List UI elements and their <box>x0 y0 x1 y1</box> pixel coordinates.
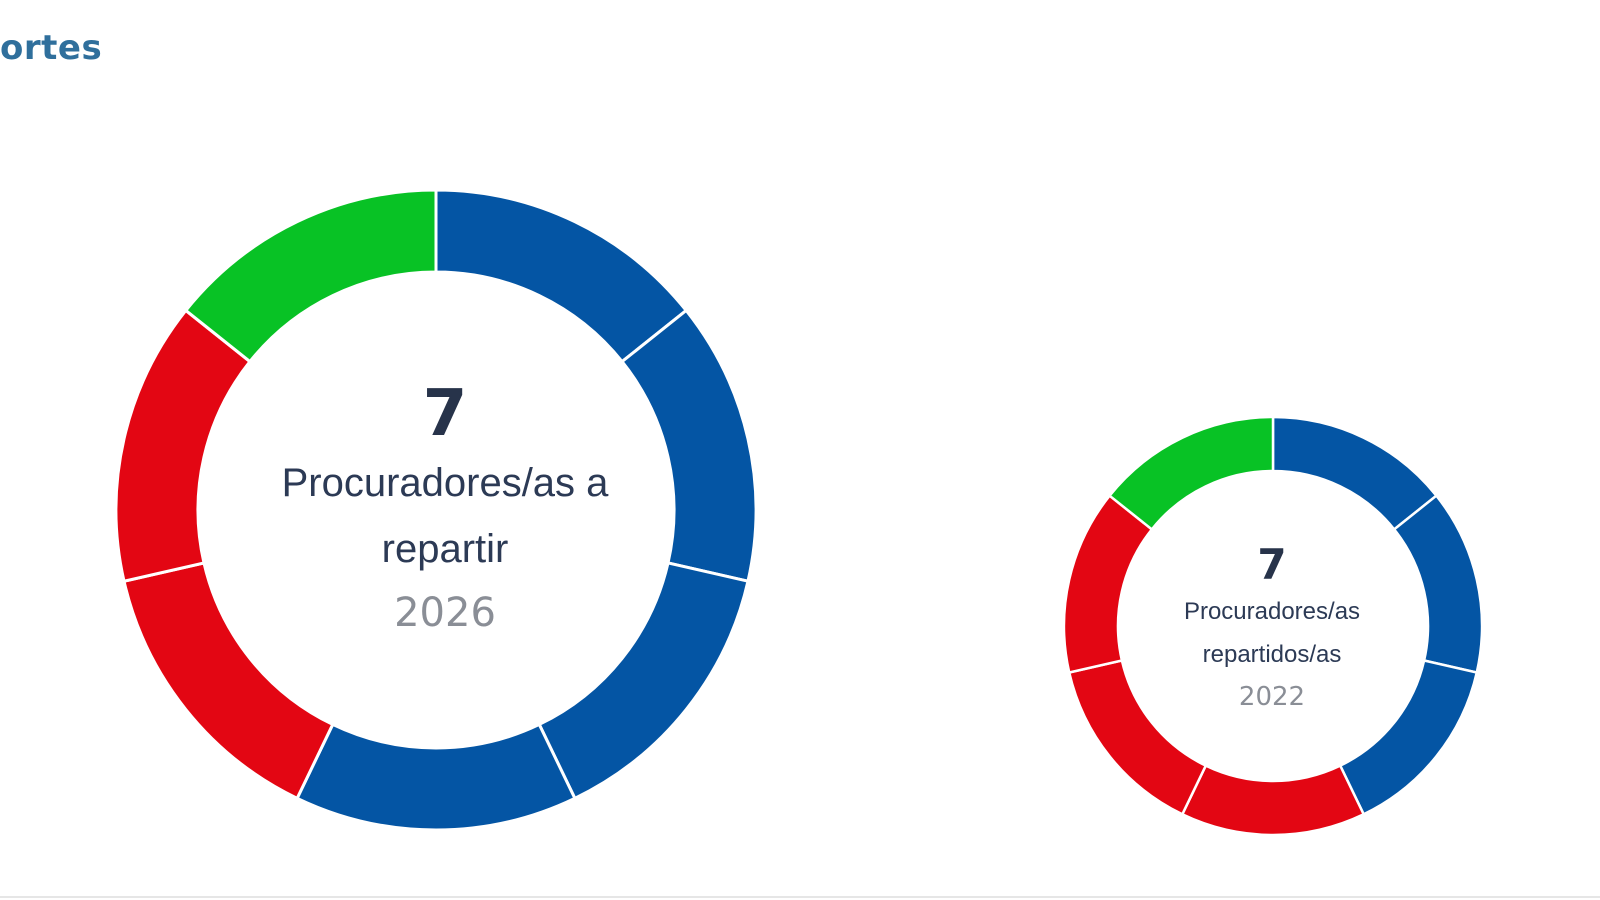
donut-slice-green <box>1107 415 1275 532</box>
donut-slice-green <box>183 188 438 364</box>
donut-slice-red <box>1062 493 1154 675</box>
donut-slice-red <box>1180 763 1366 837</box>
donut-center-label-2026: 7 Procuradores/as a repartir 2026 <box>230 378 660 644</box>
center-year: 2026 <box>394 590 496 636</box>
donut-slice-blue <box>1392 493 1484 675</box>
donut-chart-2026 <box>114 188 758 832</box>
donut-slice-blue <box>1271 415 1439 532</box>
center-caption: Procuradores/as a repartir <box>281 461 609 571</box>
donut-center-label-2022: 7 Procuradores/as repartidos/as 2022 <box>1152 540 1392 718</box>
center-count: 7 <box>1257 540 1287 589</box>
donut-chart-2022 <box>1062 415 1484 837</box>
bottom-divider <box>0 896 1600 898</box>
donut-slice-blue <box>434 188 689 364</box>
center-caption: Procuradores/as repartidos/as <box>1183 598 1361 668</box>
center-count: 7 <box>422 377 468 451</box>
center-year: 2022 <box>1238 682 1306 712</box>
section-title: ortes <box>0 28 103 68</box>
donut-slice-blue <box>295 722 577 832</box>
